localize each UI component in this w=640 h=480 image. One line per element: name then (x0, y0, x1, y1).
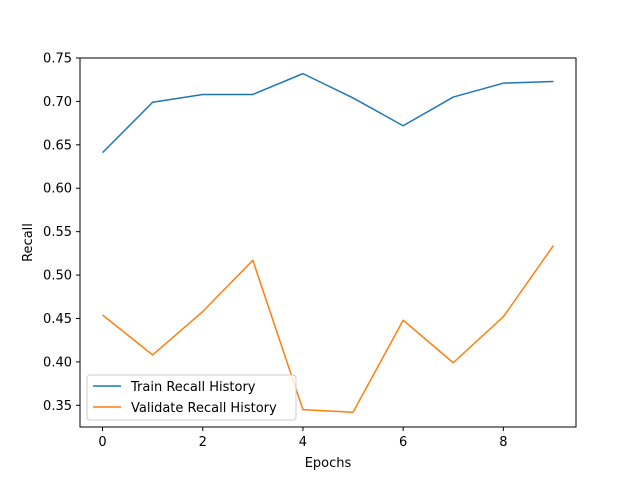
x-tick-label: 0 (98, 435, 106, 450)
x-tick-label: 4 (299, 435, 307, 450)
y-axis-label: Recall (21, 223, 36, 262)
x-axis-label: Epochs (305, 456, 352, 471)
plot-frame (79, 57, 577, 428)
x-tick-label: 8 (499, 435, 507, 450)
series-layer (102, 72, 555, 413)
legend-label-validate: Validate Recall History (131, 401, 277, 416)
y-tick-label: 0.75 (43, 52, 72, 67)
y-tick-label: 0.45 (43, 312, 72, 327)
y-axis-ticks: 0.35 0.40 0.45 0.50 0.55 0.60 0.65 0.70 0.75 (43, 52, 80, 414)
y-tick-label: 0.35 (43, 399, 72, 414)
x-tick-label: 6 (399, 435, 407, 450)
legend-box (86, 374, 297, 421)
x-axis-ticks: 0 2 4 6 8 (98, 427, 507, 450)
y-tick-label: 0.65 (43, 138, 72, 153)
legend-label-train: Train Recall History (130, 380, 256, 395)
legend: Train Recall History Validate Recall His… (86, 374, 297, 421)
y-tick-label: 0.50 (43, 269, 72, 284)
y-tick-label: 0.40 (43, 355, 72, 370)
series-line-0 (102, 72, 554, 154)
series-line-1 (102, 245, 555, 413)
x-tick-label: 2 (199, 435, 207, 450)
y-tick-label: 0.60 (43, 182, 72, 197)
y-tick-label: 0.55 (43, 225, 72, 240)
y-tick-label: 0.70 (43, 95, 72, 110)
